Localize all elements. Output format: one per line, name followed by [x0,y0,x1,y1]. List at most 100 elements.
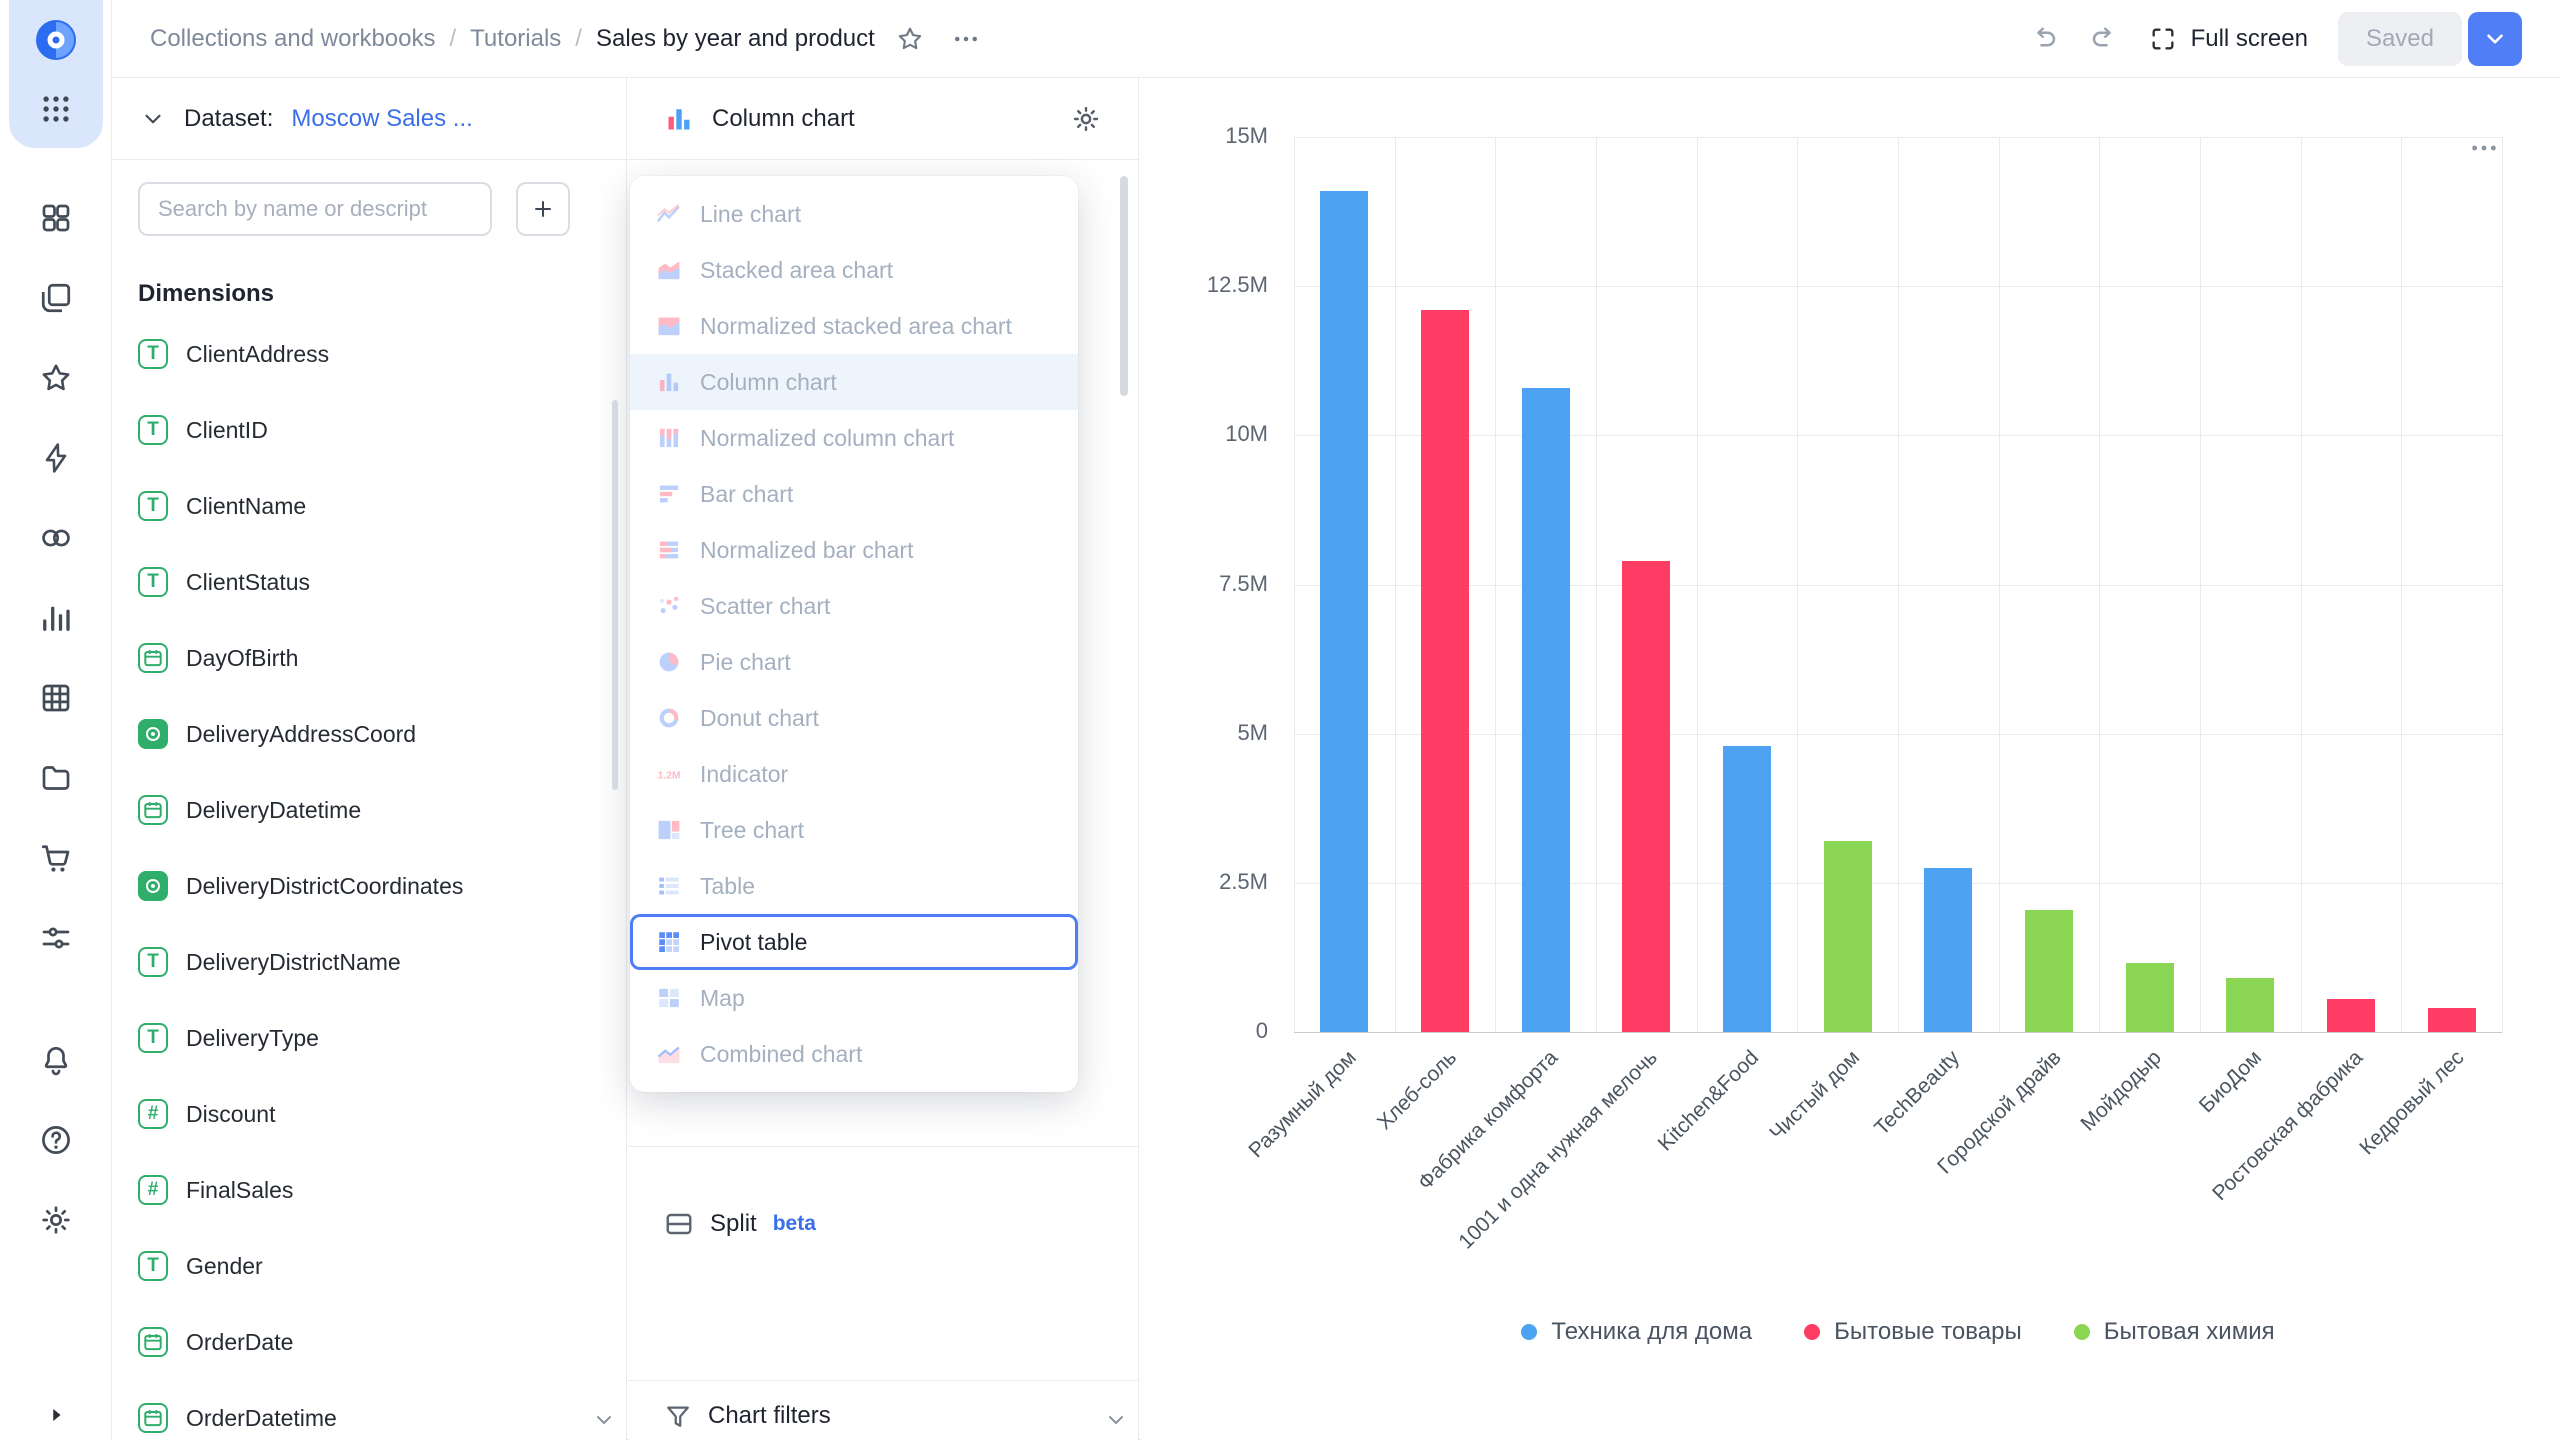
rail-layers-button[interactable] [38,280,74,316]
menu-item-map[interactable]: Map [630,970,1078,1026]
dataset-name-link[interactable]: Moscow Sales ... [291,104,473,132]
string-field-icon: T [138,415,168,445]
menu-item-pivot-table[interactable]: Pivot table [630,914,1078,970]
menu-item-normalized-bar-chart[interactable]: Normalized bar chart [630,522,1078,578]
save-dropdown-button[interactable] [2468,11,2522,66]
field-item[interactable]: T ClientStatus [138,544,570,620]
rail-collapse-button[interactable] [45,1404,67,1426]
menu-item-pie-chart[interactable]: Pie chart [630,634,1078,690]
folder-icon [42,766,69,790]
field-item[interactable]: DeliveryAddressCoord [138,696,570,772]
menu-item-normalized-column-chart[interactable]: Normalized column chart [630,410,1078,466]
rail-gear-button[interactable] [38,1202,74,1238]
scroll-down-chevron-icon[interactable] [592,1408,616,1432]
rail-rings-button[interactable] [38,520,74,556]
field-item[interactable]: T ClientAddress [138,316,570,392]
menu-item-label: Map [700,984,745,1011]
field-name: DeliveryDistrictName [186,948,401,975]
field-item[interactable]: T ClientName [138,468,570,544]
undo-icon[interactable] [2029,24,2059,54]
favorite-star-icon[interactable] [895,24,925,54]
bar[interactable] [1522,388,1570,1032]
menu-item-table[interactable]: Table [630,858,1078,914]
field-item[interactable]: DeliveryDatetime [138,772,570,848]
rail-star-button[interactable] [38,360,74,396]
menu-item-column-chart[interactable]: Column chart [630,354,1078,410]
menu-item-line-chart[interactable]: Line chart [630,186,1078,242]
menu-item-label: Tree chart [700,816,804,843]
rail-sliders-button[interactable] [38,920,74,956]
field-name: Gender [186,1252,263,1279]
collapse-panel-chevron-icon[interactable] [140,106,166,132]
bar[interactable] [2428,1008,2476,1032]
rail-bell-button[interactable] [38,1042,74,1078]
bar[interactable] [2126,963,2174,1032]
legend-item[interactable]: Бытовая химия [2073,1318,2275,1346]
menu-item-bar-chart[interactable]: Bar chart [630,466,1078,522]
menu-item-indicator[interactable]: 1.2M Indicator [630,746,1078,802]
svg-text:1.2M: 1.2M [657,771,680,782]
rail-chart-bars-button[interactable] [38,600,74,636]
more-actions-icon[interactable] [951,24,981,54]
search-input[interactable] [138,182,492,236]
field-item[interactable]: OrderDate [138,1304,570,1380]
bar[interactable] [1622,561,1670,1032]
field-item[interactable]: # FinalSales [138,1152,570,1228]
menu-item-stacked-area-chart[interactable]: Stacked area chart [630,242,1078,298]
scroll-down-chevron-icon[interactable] [1104,1408,1128,1432]
divider [628,1380,1138,1381]
field-item[interactable]: DayOfBirth [138,620,570,696]
split-section[interactable]: Split beta [664,1198,816,1250]
bar[interactable] [1320,191,1368,1032]
rail-help-button[interactable] [38,1122,74,1158]
field-item[interactable]: T DeliveryDistrictName [138,924,570,1000]
settings-scrollbar[interactable] [1120,176,1128,396]
column-chart-icon [656,369,682,395]
breadcrumb-item[interactable]: Tutorials [470,24,562,52]
redo-icon[interactable] [2089,24,2119,54]
bar[interactable] [1723,746,1771,1032]
date-field-icon [138,1403,168,1433]
apps-grid-icon[interactable] [39,92,73,126]
gridline [1898,137,1899,1032]
bar[interactable] [1421,310,1469,1032]
field-item[interactable]: # Discount [138,1076,570,1152]
string-field-icon: T [138,1251,168,1281]
menu-item-scatter-chart[interactable]: Scatter chart [630,578,1078,634]
saved-button[interactable]: Saved [2337,11,2462,66]
gridline [1697,137,1698,1032]
chart-menu-icon[interactable] [2468,132,2500,164]
field-item[interactable]: OrderDatetime [138,1380,570,1440]
bar[interactable] [2226,978,2274,1032]
breadcrumb-item[interactable]: Collections and workbooks [150,24,436,52]
rail-icons [38,200,74,956]
rail-cart-button[interactable] [38,840,74,876]
datalens-logo-icon[interactable] [32,16,80,64]
menu-item-combined-chart[interactable]: Combined chart [630,1026,1078,1082]
field-item[interactable]: T Gender [138,1228,570,1304]
rail-tiles-button[interactable] [38,200,74,236]
chart-type-title[interactable]: Column chart [712,104,855,132]
add-field-button[interactable] [516,182,570,236]
rail-lightning-button[interactable] [38,440,74,476]
legend-dot-icon [1521,1324,1538,1340]
rail-grid-table-button[interactable] [38,680,74,716]
bar[interactable] [1824,841,1872,1032]
legend-item[interactable]: Техника для дома [1521,1318,1752,1346]
dataset-scrollbar[interactable] [612,400,618,790]
rail-folder-button[interactable] [38,760,74,796]
menu-item-donut-chart[interactable]: Donut chart [630,690,1078,746]
bar[interactable] [1924,868,1972,1032]
breadcrumb-item[interactable]: Sales by year and product [595,24,875,52]
chart-filters-section[interactable]: Chart filters [664,1390,831,1442]
full-screen-button[interactable]: Full screen [2149,25,2308,53]
bar[interactable] [2327,999,2375,1032]
legend-item[interactable]: Бытовые товары [1804,1318,2022,1346]
menu-item-tree-chart[interactable]: Tree chart [630,802,1078,858]
field-item[interactable]: T ClientID [138,392,570,468]
field-item[interactable]: T DeliveryType [138,1000,570,1076]
menu-item-normalized-stacked-area-chart[interactable]: Normalized stacked area chart [630,298,1078,354]
gear-icon[interactable] [1070,103,1102,135]
field-item[interactable]: DeliveryDistrictCoordinates [138,848,570,924]
bar[interactable] [2025,910,2073,1032]
